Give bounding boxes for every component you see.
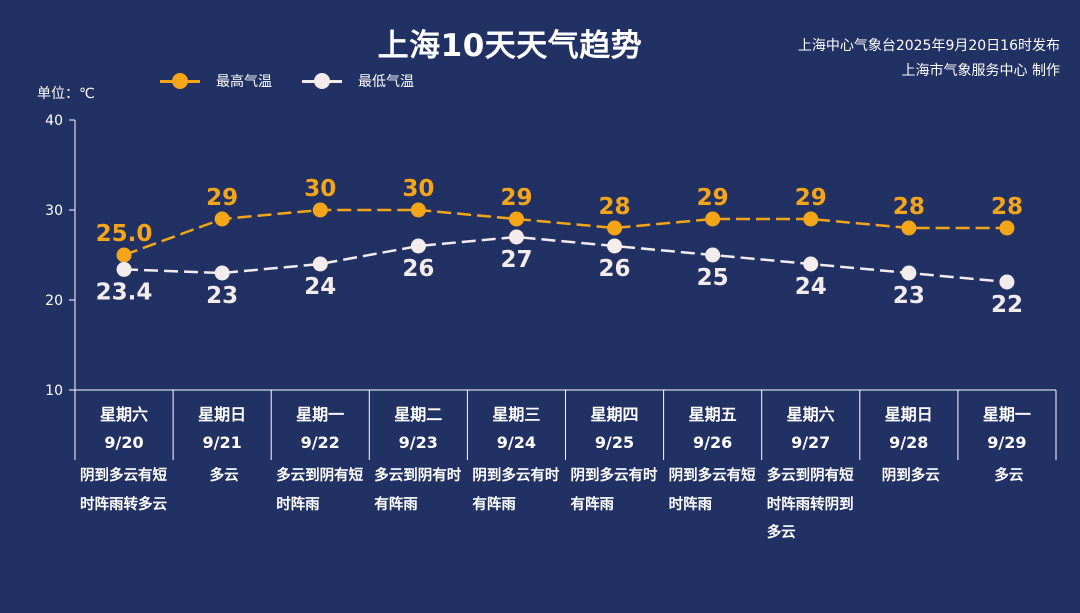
publisher-line: 上海中心气象台2025年9月20日16时发布	[797, 38, 1060, 54]
day-weekday: 星期四	[590, 405, 639, 424]
point-high	[508, 211, 524, 227]
weather-description: 阴到多云有短时阵雨转多云	[80, 468, 167, 513]
day-weekday: 星期二	[394, 405, 443, 424]
data-label-high: 29	[795, 185, 827, 211]
data-label-high: 30	[402, 176, 434, 202]
point-high	[901, 220, 917, 236]
weather-description: 多云到阴有短时阵雨转阴到多云	[766, 468, 854, 541]
point-high	[312, 202, 328, 218]
data-label-low: 22	[991, 292, 1023, 318]
day-weekday: 星期日	[198, 405, 247, 424]
weather-description: 多云到阴有时有阵雨	[374, 468, 462, 513]
unit-label: 单位：℃	[37, 86, 95, 102]
point-low	[901, 265, 917, 281]
point-high	[999, 220, 1015, 236]
point-low	[705, 247, 721, 263]
point-low	[508, 229, 524, 245]
series-line-high	[123, 208, 1007, 257]
data-label-low: 27	[500, 247, 532, 273]
data-label-high: 29	[500, 185, 532, 211]
day-date: 9/28	[889, 433, 929, 452]
data-label-high: 28	[599, 194, 631, 220]
weather-description: 阴到多云有短时阵雨	[668, 468, 756, 513]
day-date: 9/24	[496, 433, 537, 452]
point-high	[116, 247, 132, 263]
day-weekday: 星期五	[688, 405, 737, 424]
point-low	[410, 238, 426, 254]
point-low	[803, 256, 819, 272]
legend-label-low: 最低气温	[358, 74, 414, 90]
weather-description: 多云	[209, 468, 239, 484]
legend-item-high: 最高气温	[160, 71, 272, 91]
data-label-high: 29	[697, 185, 729, 211]
page-title: 上海10天天气趋势	[377, 28, 643, 64]
day-weekday: 星期六	[786, 405, 835, 424]
weather-description: 阴到多云有时有阵雨	[570, 468, 658, 513]
data-label-high: 28	[893, 194, 925, 220]
data-label-high: 25.0	[96, 221, 153, 247]
data-label-low: 24	[304, 274, 336, 300]
legend-swatch-low	[302, 73, 342, 89]
data-label-low: 25	[697, 265, 729, 291]
point-high	[803, 211, 819, 227]
producer-line: 上海市气象服务中心 制作	[901, 63, 1060, 79]
data-label-low: 24	[795, 274, 827, 300]
day-date: 9/29	[987, 433, 1027, 452]
legend-swatch-high	[160, 73, 200, 89]
data-label-low: 23.4	[96, 279, 153, 305]
series-line-low	[124, 235, 1008, 284]
data-label-low: 23	[893, 283, 925, 309]
day-date: 9/20	[104, 433, 144, 452]
chart-legend: 最高气温 最低气温	[160, 71, 414, 91]
point-high	[705, 211, 721, 227]
legend-label-high: 最高气温	[216, 74, 272, 90]
data-label-high: 30	[304, 176, 336, 202]
point-low	[116, 261, 132, 277]
y-tick-label: 10	[45, 383, 63, 399]
day-weekday: 星期六	[99, 405, 148, 424]
day-date: 9/25	[594, 433, 635, 452]
point-high	[214, 211, 230, 227]
day-weekday: 星期日	[884, 405, 933, 424]
weather-description: 多云到阴有短时阵雨	[276, 468, 364, 513]
point-low	[214, 265, 230, 281]
data-label-low: 23	[206, 283, 238, 309]
point-low	[607, 238, 623, 254]
day-date: 9/21	[202, 433, 242, 452]
data-label-high: 29	[206, 185, 238, 211]
data-label-high: 28	[991, 194, 1023, 220]
day-date: 9/26	[692, 433, 733, 452]
point-high	[607, 220, 623, 236]
y-tick-label: 20	[45, 293, 63, 309]
legend-item-low: 最低气温	[302, 71, 414, 91]
weather-description: 阴到多云有时有阵雨	[472, 468, 560, 513]
day-date: 9/22	[300, 433, 340, 452]
day-weekday: 星期三	[492, 405, 541, 424]
weather-description: 多云	[994, 468, 1024, 484]
data-label-low: 26	[599, 256, 631, 282]
y-tick-label: 40	[45, 113, 63, 129]
day-weekday: 星期一	[982, 405, 1031, 424]
day-weekday: 星期一	[296, 405, 345, 424]
data-label-low: 26	[402, 256, 434, 282]
y-tick-label: 30	[45, 203, 63, 219]
weather-description: 阴到多云	[881, 468, 940, 484]
day-date: 9/27	[791, 433, 831, 452]
day-date: 9/23	[398, 433, 438, 452]
point-low	[312, 256, 328, 272]
point-high	[410, 202, 426, 218]
point-low	[999, 274, 1015, 290]
